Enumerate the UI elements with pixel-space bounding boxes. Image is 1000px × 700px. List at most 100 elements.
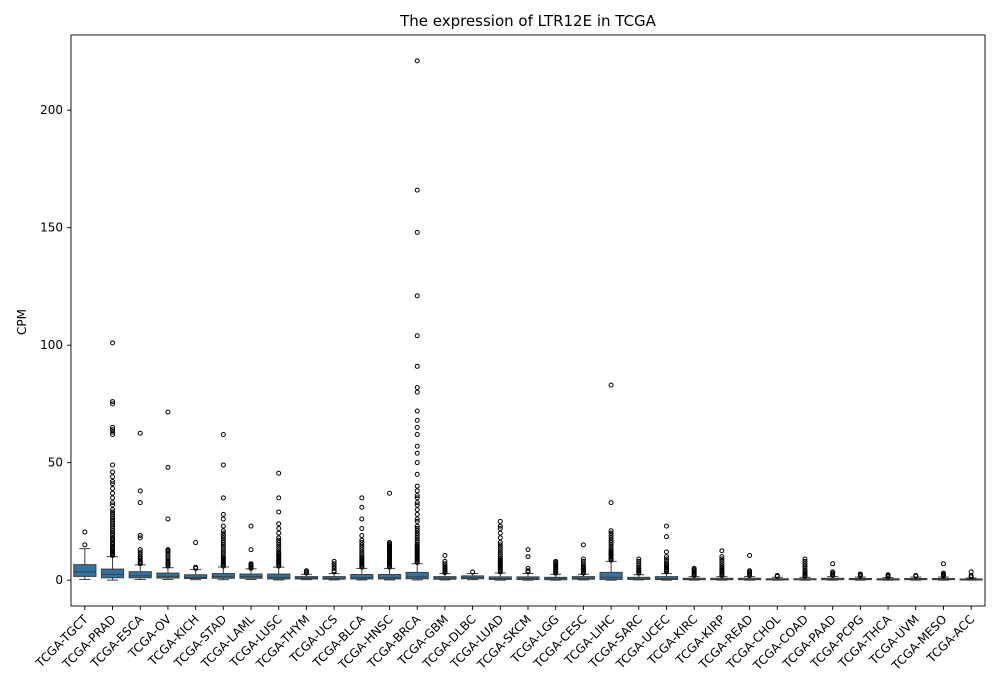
outlier-point — [137, 533, 143, 539]
outlier-point — [608, 382, 614, 388]
box-body — [377, 574, 402, 580]
outlier-point — [110, 516, 116, 522]
outlier-point — [220, 554, 226, 560]
y-tick-label: 0 — [55, 573, 63, 587]
outlier-point — [110, 429, 116, 435]
outlier-point — [497, 544, 503, 550]
outlier-point — [137, 549, 143, 555]
outlier-point — [414, 384, 420, 390]
outlier-point — [110, 528, 116, 534]
outlier-point — [663, 523, 669, 529]
outlier-point — [663, 554, 669, 560]
outlier-point — [331, 558, 337, 564]
outlier-point — [220, 495, 226, 501]
outlier-point — [470, 569, 476, 575]
outlier-point — [497, 530, 503, 536]
outlier-point — [580, 563, 586, 569]
y-axis-label: CPM — [15, 309, 29, 335]
outlier-point — [359, 551, 365, 557]
outlier-point — [414, 540, 420, 546]
outlier-point — [442, 561, 448, 567]
outlier-point — [497, 551, 503, 557]
outlier-point — [110, 533, 116, 539]
outlier-point — [137, 547, 143, 553]
outlier-point — [802, 563, 808, 569]
plot-area: 050100150200TCGA-TGCTTCGA-PRADTCGA-ESCAT… — [32, 34, 986, 673]
outlier-point — [830, 561, 836, 567]
outlier-point — [110, 490, 116, 496]
outlier-point — [110, 521, 116, 527]
outlier-point — [608, 540, 614, 546]
outlier-point — [636, 561, 642, 567]
outlier-point — [110, 469, 116, 475]
outlier-point — [165, 556, 171, 562]
outlier-point — [802, 568, 808, 574]
outlier-point — [414, 460, 420, 466]
outlier-point — [276, 495, 282, 501]
outlier-point — [276, 542, 282, 548]
outlier-point — [137, 430, 143, 436]
outlier-point — [248, 547, 254, 553]
outlier-point — [359, 537, 365, 543]
outlier-point — [110, 523, 116, 529]
outlier-point — [802, 565, 808, 571]
box-body — [267, 573, 291, 580]
outlier-point — [220, 530, 226, 536]
outlier-point — [137, 554, 143, 560]
outlier-point — [414, 530, 420, 536]
outlier-point — [220, 542, 226, 548]
outlier-point — [414, 507, 420, 513]
outlier-point — [276, 544, 282, 550]
outlier-point — [220, 547, 226, 553]
outlier-point — [137, 488, 143, 494]
outlier-point — [663, 561, 669, 567]
outlier-point — [414, 471, 420, 477]
outlier-point — [414, 417, 420, 423]
box-body — [156, 572, 180, 579]
outlier-point — [497, 549, 503, 555]
outlier-point — [110, 535, 116, 541]
outlier-point — [359, 554, 365, 560]
outlier-point — [276, 509, 282, 515]
outlier-point — [248, 561, 254, 567]
outlier-point — [636, 563, 642, 569]
outlier-point — [110, 424, 116, 430]
outlier-point — [525, 565, 531, 571]
outlier-point — [719, 561, 725, 567]
outlier-point — [719, 563, 725, 569]
outlier-point — [414, 525, 420, 531]
outlier-point — [802, 558, 808, 564]
outlier-point — [497, 547, 503, 553]
outlier-point — [414, 443, 420, 449]
outlier-point — [608, 530, 614, 536]
outlier-point — [359, 516, 365, 522]
outlier-point — [913, 572, 919, 578]
outlier-point — [414, 533, 420, 539]
outlier-point — [497, 554, 503, 560]
box-body — [211, 573, 235, 579]
outlier-point — [137, 500, 143, 506]
outlier-point — [414, 528, 420, 534]
outlier-point — [414, 511, 420, 517]
box-body — [184, 574, 208, 580]
outlier-point — [331, 561, 337, 567]
outlier-point — [276, 537, 282, 543]
outlier-point — [719, 554, 725, 560]
outlier-point — [580, 558, 586, 564]
outlier-point — [663, 534, 669, 540]
outlier-point — [497, 525, 503, 531]
outlier-point — [414, 424, 420, 430]
outlier-point — [110, 495, 116, 501]
outlier-point — [663, 556, 669, 562]
outlier-point — [663, 549, 669, 555]
outlier-point — [110, 401, 116, 407]
outlier-point — [165, 516, 171, 522]
outlier-point — [608, 528, 614, 534]
outlier-point — [414, 333, 420, 339]
outlier-point — [220, 528, 226, 534]
outlier-point — [359, 495, 365, 501]
outlier-point — [220, 549, 226, 555]
outlier-point — [387, 490, 393, 496]
outlier-point — [165, 554, 171, 560]
outlier-point — [636, 556, 642, 562]
